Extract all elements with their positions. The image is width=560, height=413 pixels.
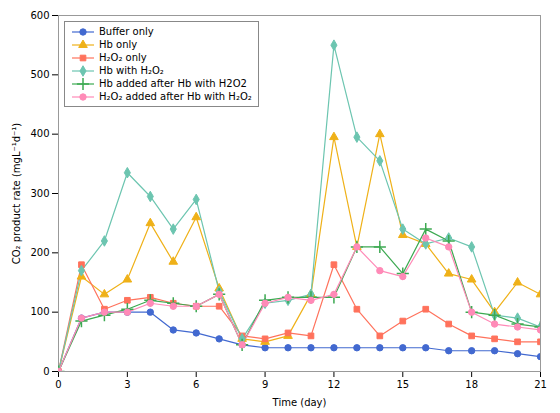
html-text:H₂O₂ added after Hb with H₂O₂: H₂O₂ added after Hb with H₂O₂ xyxy=(99,91,252,102)
svg-text:100: 100 xyxy=(30,306,49,317)
svg-text:600: 600 xyxy=(30,10,49,21)
svg-text:400: 400 xyxy=(30,128,49,139)
svg-text:9: 9 xyxy=(262,379,268,390)
svg-text:Time (day): Time (day) xyxy=(272,397,327,408)
svg-text:6: 6 xyxy=(193,379,199,390)
svg-text:500: 500 xyxy=(30,69,49,80)
svg-text:18: 18 xyxy=(465,379,478,390)
svg-text:0: 0 xyxy=(55,379,61,390)
html-text:Hb only: Hb only xyxy=(99,39,138,50)
svg-text:12: 12 xyxy=(328,379,341,390)
svg-text:15: 15 xyxy=(396,379,409,390)
svg-text:0: 0 xyxy=(43,366,49,377)
svg-text:300: 300 xyxy=(30,188,49,199)
svg-text:3: 3 xyxy=(124,379,130,390)
svg-text:200: 200 xyxy=(30,247,49,258)
html-text:Hb with H₂O₂: Hb with H₂O₂ xyxy=(99,65,164,76)
html-text:Hb added after Hb with H2O2: Hb added after Hb with H2O2 xyxy=(99,78,247,89)
html-text:H₂O₂ only: H₂O₂ only xyxy=(99,52,147,63)
html-text:Buffer only: Buffer only xyxy=(99,26,154,37)
svg-text:CO₂ product rate (mgL⁻¹d⁻¹): CO₂ product rate (mgL⁻¹d⁻¹) xyxy=(11,123,22,265)
svg-text:21: 21 xyxy=(534,379,547,390)
